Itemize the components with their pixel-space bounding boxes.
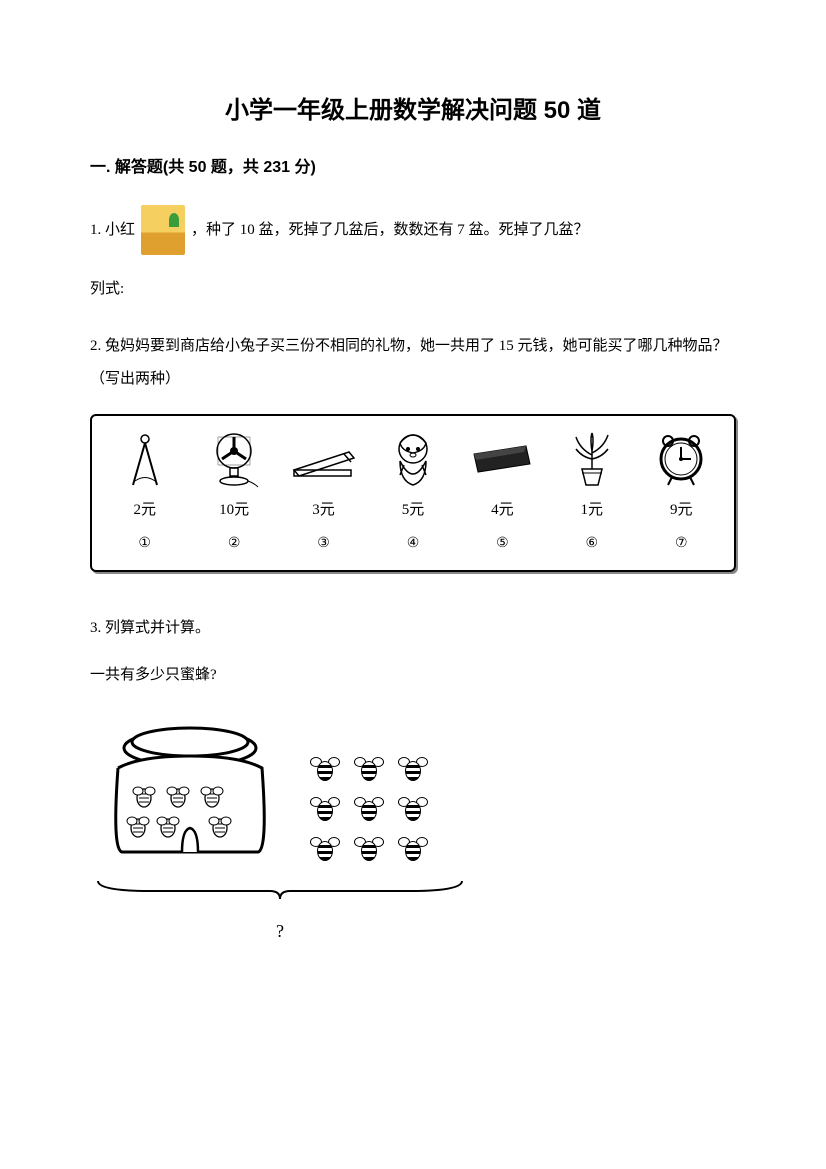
bee-icon bbox=[310, 837, 340, 863]
q3-subtext: 一共有多少只蜜蜂? bbox=[90, 659, 736, 692]
shop-price: 4元 bbox=[491, 494, 514, 527]
shop-price: 3元 bbox=[312, 494, 335, 527]
bees-figure bbox=[100, 720, 736, 873]
bee-icon bbox=[398, 757, 428, 783]
bees-grid bbox=[310, 757, 434, 873]
girl-planting-icon bbox=[141, 205, 185, 255]
shop-num: ⑥ bbox=[586, 529, 599, 560]
bee-icon bbox=[398, 797, 428, 823]
section-header: 一. 解答题(共 50 题，共 231 分) bbox=[90, 153, 736, 177]
question-3: 3. 列算式并计算。 一共有多少只蜜蜂? ? bbox=[90, 612, 736, 952]
shop-item: 2元 ① bbox=[105, 430, 185, 560]
shop-price: 1元 bbox=[581, 494, 604, 527]
question-mark: ? bbox=[90, 912, 470, 952]
bee-icon bbox=[354, 757, 384, 783]
wallet-icon bbox=[470, 430, 534, 490]
page-title: 小学一年级上册数学解决问题 50 道 bbox=[90, 90, 736, 125]
items-box: 2元 ① 10元 ② bbox=[90, 414, 736, 572]
bracket: ? bbox=[90, 877, 470, 952]
bee-icon bbox=[354, 837, 384, 863]
question-2: 2. 兔妈妈要到商店给小兔子买三份不相同的礼物，她一共用了 15 元钱，她可能买… bbox=[90, 330, 736, 572]
shop-price: 5元 bbox=[402, 494, 425, 527]
shop-item: 9元 ⑦ bbox=[641, 430, 721, 560]
fan-icon bbox=[208, 430, 260, 490]
q3-text: 3. 列算式并计算。 bbox=[90, 612, 736, 645]
shop-num: ④ bbox=[407, 529, 420, 560]
question-1: 1. 小红 ，种了 10 盆，死掉了几盆后，数数还有 7 盆。死掉了几盆？ 列式… bbox=[90, 205, 736, 306]
doll-icon bbox=[390, 430, 436, 490]
q1-formula-label: 列式: bbox=[90, 273, 736, 306]
shop-num: ⑤ bbox=[496, 529, 509, 560]
q1-prefix: 1. 小红 bbox=[90, 214, 135, 247]
clock-icon bbox=[656, 430, 706, 490]
bee-icon bbox=[310, 757, 340, 783]
shop-num: ③ bbox=[317, 529, 330, 560]
q1-suffix: ，种了 10 盆，死掉了几盆后，数数还有 7 盆。死掉了几盆？ bbox=[191, 214, 589, 247]
bee-icon bbox=[398, 837, 428, 863]
stapler-icon bbox=[289, 430, 359, 490]
shop-item: 3元 ③ bbox=[284, 430, 364, 560]
bee-icon bbox=[310, 797, 340, 823]
shop-num: ⑦ bbox=[675, 529, 688, 560]
shop-item: 4元 ⑤ bbox=[462, 430, 542, 560]
shop-price: 2元 bbox=[133, 494, 156, 527]
shop-item: 1元 ⑥ bbox=[552, 430, 632, 560]
q2-text: 2. 兔妈妈要到商店给小兔子买三份不相同的礼物，她一共用了 15 元钱，她可能买… bbox=[90, 330, 736, 396]
shop-num: ① bbox=[138, 529, 151, 560]
shop-item: 5元 ④ bbox=[373, 430, 453, 560]
shop-price: 9元 bbox=[670, 494, 693, 527]
shop-num: ② bbox=[228, 529, 241, 560]
bee-icon bbox=[354, 797, 384, 823]
shop-item: 10元 ② bbox=[194, 430, 274, 560]
compass-icon bbox=[125, 430, 165, 490]
plant-icon bbox=[568, 430, 616, 490]
shop-price: 10元 bbox=[219, 494, 249, 527]
hive bbox=[100, 720, 280, 873]
